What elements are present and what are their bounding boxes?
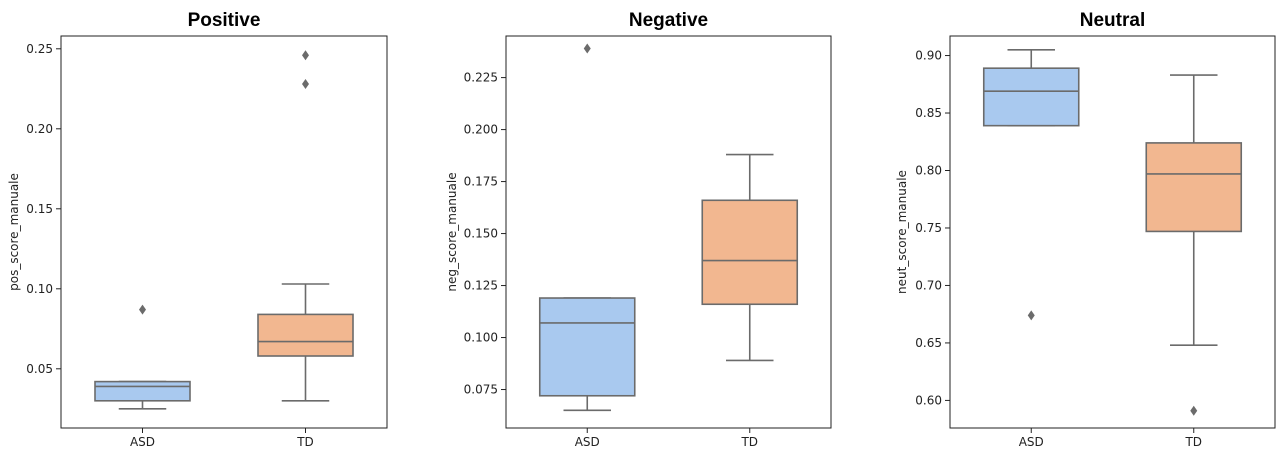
outlier-asd [139, 304, 146, 315]
y-tick-label: 0.225 [464, 71, 498, 85]
chart-title: Neutral [1080, 10, 1145, 31]
plot-frame [505, 35, 832, 429]
plot-frame [60, 35, 388, 429]
outlier-asd [1027, 310, 1035, 321]
y-tick-label: 0.20 [26, 122, 53, 136]
y-axis-label: pos_score_manuale [7, 173, 21, 291]
y-tick-label: 0.80 [915, 163, 942, 177]
outlier-td [302, 79, 309, 89]
y-tick-label: 0.125 [464, 279, 498, 293]
box-td [257, 313, 354, 357]
outlier-asd [583, 43, 591, 54]
y-tick-label: 0.65 [915, 336, 942, 350]
panel-positive: Positive 0.05 0.10 0.15 0.20 0.25 pos_score_ma… [7, 10, 388, 449]
y-tick-label: 0.100 [464, 331, 498, 345]
y-tick-label: 0.70 [915, 278, 942, 292]
panel-negative: Negative 0.075 0.100 0.125 0.150 0.175 0.200 0.… [445, 10, 832, 449]
chart-title: Negative [629, 10, 708, 31]
plot-frame [949, 35, 1276, 429]
y-tick-label: 0.60 [915, 393, 942, 407]
y-tick-label: 0.10 [26, 282, 53, 296]
x-tick-label: TD [296, 435, 314, 449]
x-tick-label: ASD [130, 435, 155, 449]
y-tick-label: 0.075 [464, 383, 498, 397]
x-tick-label: ASD [1019, 435, 1044, 449]
box-td [1145, 142, 1243, 233]
y-tick-label: 0.15 [26, 202, 53, 216]
outlier-td [302, 50, 309, 61]
y-axis-label: neut_score_manuale [895, 170, 909, 294]
y-tick-label: 0.05 [26, 362, 53, 376]
y-tick-label: 0.200 [464, 123, 498, 137]
y-tick-label: 0.75 [915, 221, 942, 235]
y-tick-label: 0.150 [464, 227, 498, 241]
panel-neutral: Neutral 0.60 0.65 0.70 0.75 0.80 0.85 0.90 neut_… [895, 10, 1276, 449]
x-tick-label: TD [1184, 435, 1202, 449]
outlier-td [1190, 405, 1198, 416]
box-asd [982, 67, 1080, 127]
x-tick-label: ASD [575, 435, 600, 449]
box-td [701, 199, 799, 306]
y-tick-label: 0.85 [915, 106, 942, 120]
x-tick-label: TD [740, 435, 758, 449]
box-asd [538, 297, 636, 397]
chart-title: Positive [188, 10, 261, 31]
y-tick-label: 0.25 [26, 42, 53, 56]
y-tick-label: 0.90 [915, 49, 942, 63]
box-asd [94, 380, 191, 402]
y-tick-label: 0.175 [464, 175, 498, 189]
y-axis-label: neg_score_manuale [445, 172, 459, 291]
